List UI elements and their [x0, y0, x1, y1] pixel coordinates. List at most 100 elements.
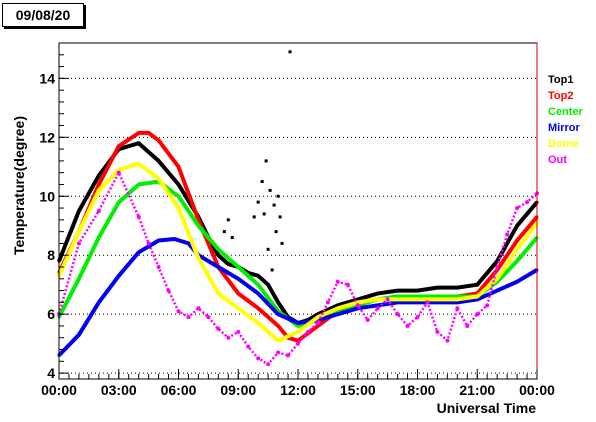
- data-point: [166, 288, 171, 293]
- data-point: [316, 315, 320, 319]
- series-line: [57, 130, 539, 343]
- data-point: [117, 144, 121, 148]
- data-point: [186, 315, 191, 320]
- data-point: [96, 209, 101, 213]
- data-point: [416, 297, 419, 301]
- data-point: [356, 297, 360, 301]
- data-point: [177, 165, 180, 169]
- data-point: [216, 326, 221, 331]
- data-point: [146, 241, 151, 246]
- data-point: [226, 335, 231, 340]
- data-point: [266, 362, 271, 367]
- data-point: [286, 353, 291, 358]
- legend-entry: Dome: [548, 138, 579, 150]
- data-point: [435, 294, 439, 298]
- data-point: [445, 338, 450, 343]
- data-point: [136, 214, 141, 219]
- data-point: [278, 215, 282, 219]
- data-point: [256, 292, 260, 296]
- x-tick-label: 00:00: [41, 382, 77, 398]
- date-label: 09/08/20: [2, 3, 84, 27]
- data-point: [137, 250, 141, 254]
- data-point: [455, 297, 459, 301]
- legend-entry: Out: [548, 154, 567, 166]
- x-tick-label: 21:00: [459, 382, 495, 398]
- data-point: [256, 321, 260, 325]
- data-point: [77, 333, 81, 337]
- data-point: [97, 236, 101, 240]
- data-point: [117, 274, 121, 278]
- data-point: [435, 300, 439, 304]
- data-point: [515, 238, 519, 242]
- data-point: [196, 256, 200, 260]
- data-point: [216, 247, 220, 251]
- series-dome: [57, 161, 539, 343]
- data-point: [515, 280, 519, 284]
- data-point: [296, 324, 300, 328]
- data-point: [305, 329, 310, 334]
- data-point: [216, 253, 220, 257]
- data-point: [455, 286, 459, 290]
- data-point: [266, 247, 270, 251]
- x-tick-label: 03:00: [101, 382, 137, 398]
- data-point: [416, 300, 419, 304]
- data-point: [435, 297, 439, 301]
- data-point: [435, 286, 439, 290]
- data-point: [97, 174, 101, 178]
- data-point: [226, 262, 230, 266]
- data-point: [117, 200, 121, 204]
- axes: 4 6 8 10 12 14 00:00 03:00 06:00 09:00 12:00 15:00 1…: [39, 54, 555, 398]
- data-point: [276, 324, 280, 328]
- series-top2: [57, 130, 539, 343]
- x-tick-label: 15:00: [340, 382, 376, 398]
- y-tick-label: 4: [47, 365, 55, 381]
- data-point: [222, 230, 226, 234]
- x-axis-label: Universal Time: [437, 400, 537, 416]
- data-point: [376, 292, 380, 296]
- data-point: [77, 230, 81, 234]
- data-point: [256, 356, 261, 361]
- data-point: [396, 297, 400, 301]
- data-point: [256, 283, 260, 287]
- data-point: [196, 306, 201, 311]
- series-layer: [57, 50, 539, 367]
- data-point: [97, 182, 101, 186]
- legend-entry: Center: [548, 106, 583, 118]
- data-point: [230, 236, 234, 240]
- data-point: [186, 241, 190, 245]
- y-tick-label: 10: [39, 188, 55, 204]
- data-point: [276, 339, 280, 343]
- data-point: [97, 300, 101, 304]
- data-point: [276, 300, 280, 304]
- data-point: [177, 194, 180, 198]
- x-tick-label: 09:00: [220, 382, 256, 398]
- data-point: [495, 265, 500, 269]
- data-point: [395, 312, 400, 317]
- data-point: [455, 306, 460, 311]
- data-point: [137, 131, 141, 135]
- data-point: [276, 350, 281, 355]
- data-point: [236, 329, 241, 334]
- data-point: [256, 274, 260, 278]
- y-tick-label: 8: [47, 247, 55, 263]
- data-point: [137, 141, 141, 145]
- data-point: [272, 203, 276, 207]
- data-point: [236, 306, 240, 310]
- data-point: [266, 283, 270, 287]
- data-point: [296, 341, 300, 346]
- series-line: [57, 171, 538, 366]
- data-point: [137, 182, 141, 186]
- data-point: [296, 321, 300, 325]
- x-tick-label: 18:00: [400, 382, 436, 398]
- legend-entry: Top2: [548, 90, 574, 102]
- data-point: [475, 283, 479, 287]
- data-point: [495, 289, 499, 293]
- data-point: [196, 218, 200, 222]
- data-point: [355, 303, 360, 308]
- plot-frame: [58, 42, 538, 380]
- data-point: [236, 265, 240, 269]
- data-point: [495, 277, 499, 281]
- data-point: [177, 206, 180, 210]
- series-top1-outliers: [222, 50, 292, 272]
